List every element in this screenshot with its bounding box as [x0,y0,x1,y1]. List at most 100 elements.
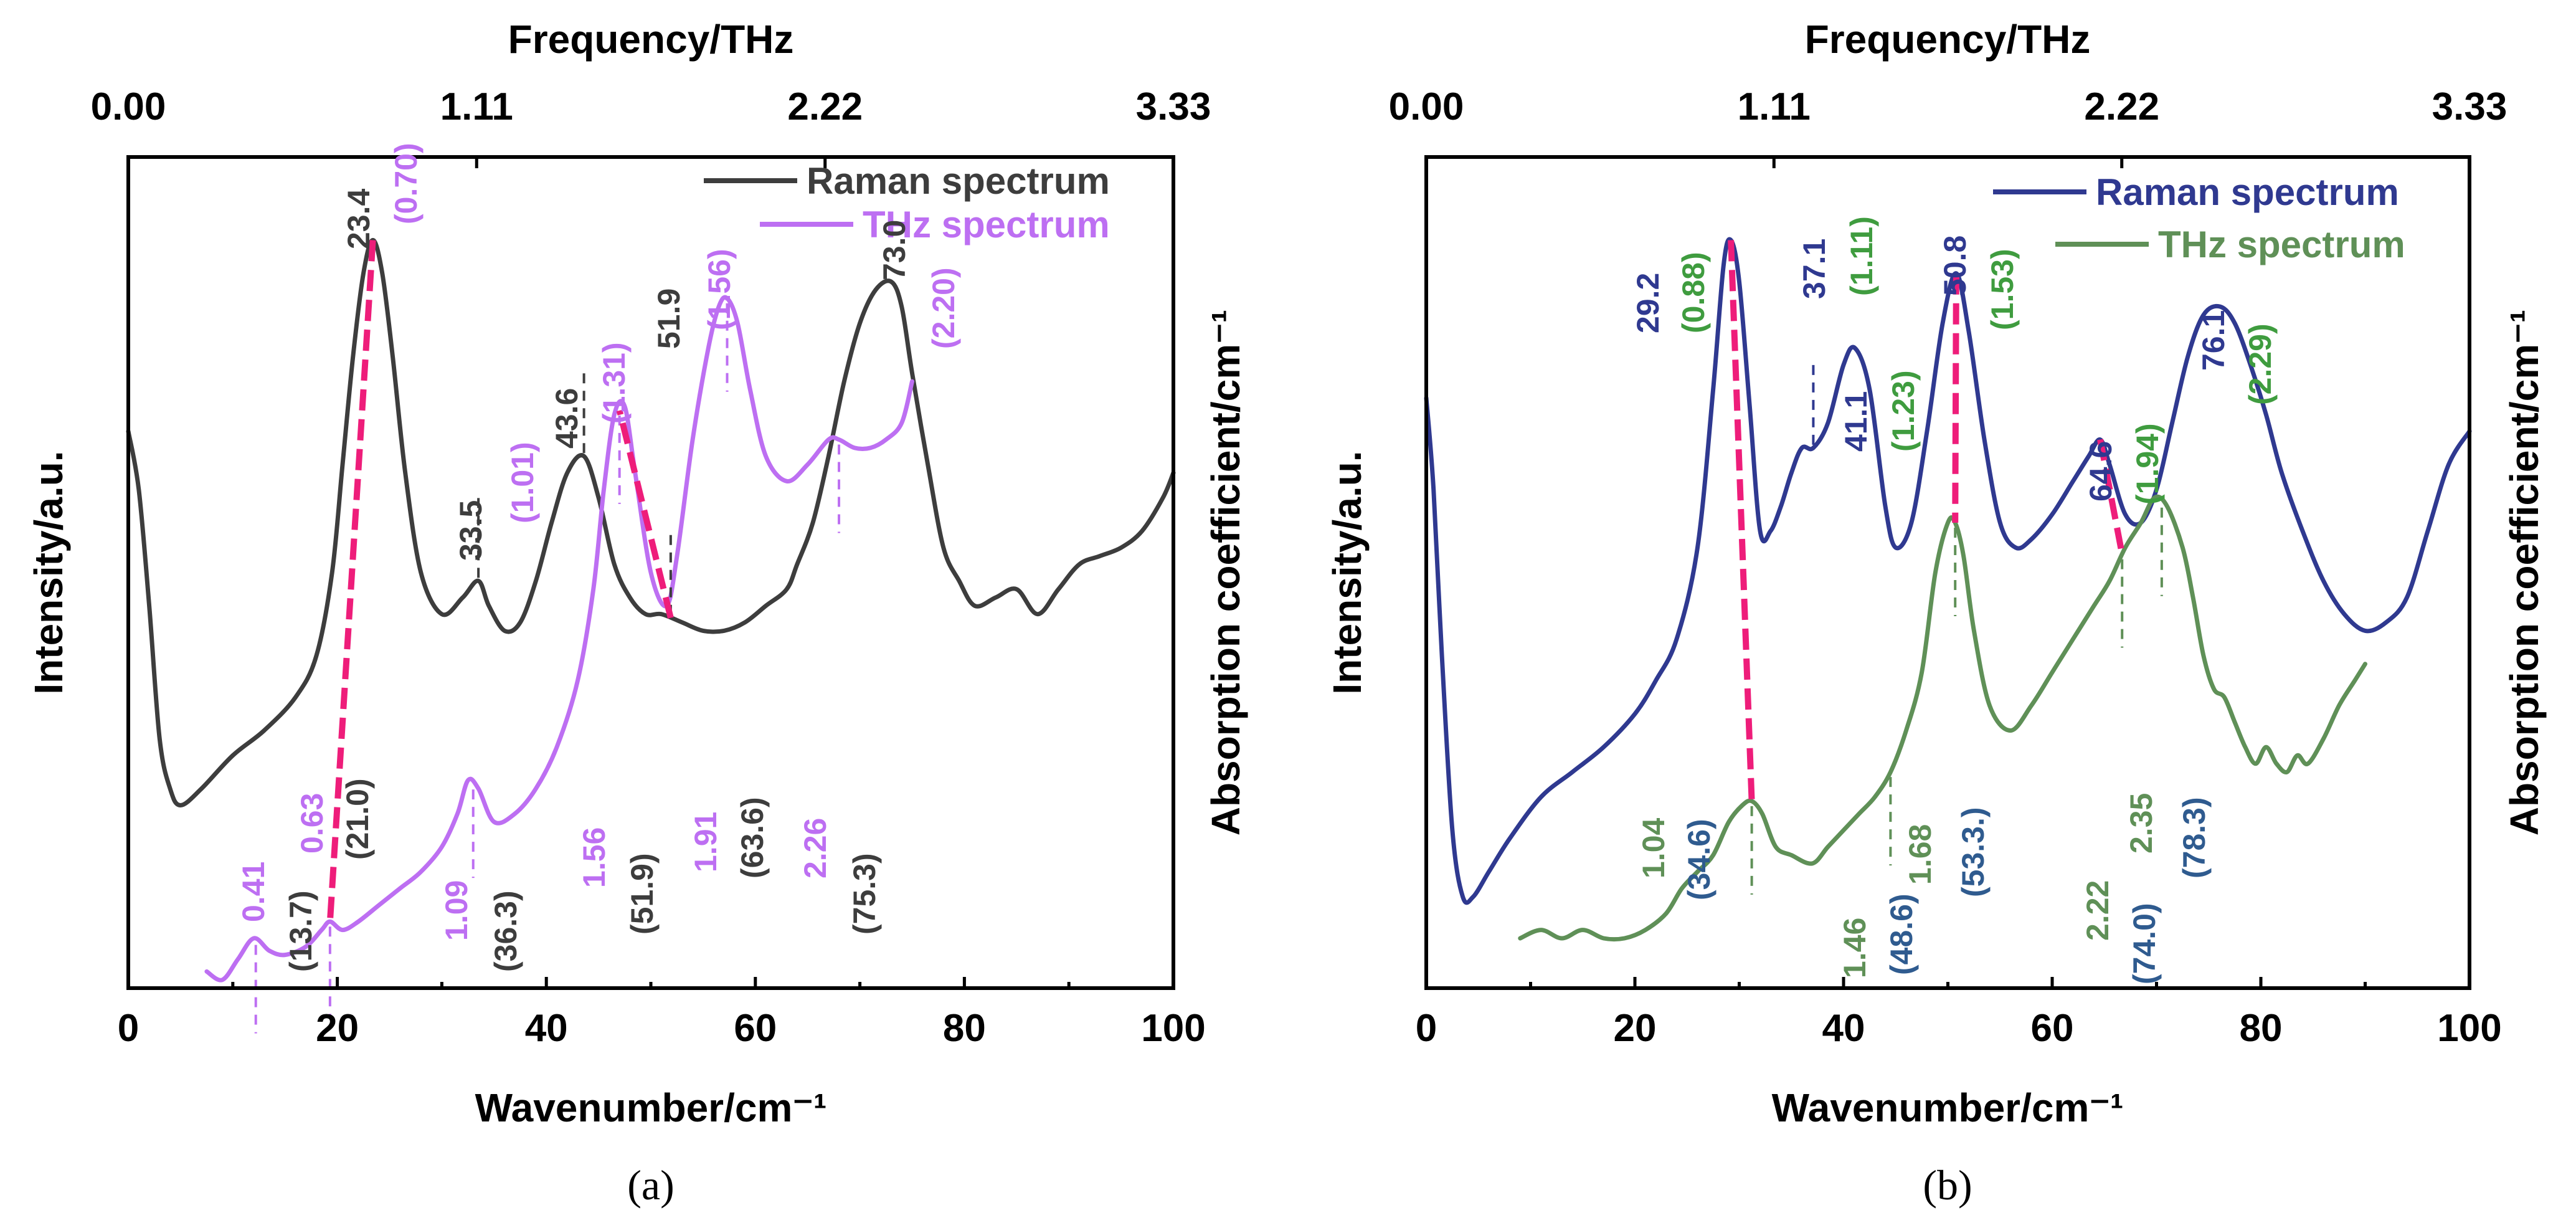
x2-tick-label: 3.33 [2432,85,2507,128]
peak-label: 50.8 [1938,236,1972,296]
panel-b: 0 20 40 60 80 100 0.00 1.11 2.22 3.33 Frequency/T… [1325,17,2547,1209]
peak-shift-connector [1952,273,1959,523]
x-tick-label: 20 [1614,1007,1657,1050]
thz-peak-label: 1.46 [1837,918,1872,978]
x-tick-label: 60 [734,1007,777,1050]
thz-peak-label: (48.6) [1884,893,1919,975]
x2-tick-label: 1.11 [1738,85,1811,128]
thz-peak-label: 2.22 [2080,880,2115,941]
panel-b-series [1424,237,2472,942]
thz-peak-label: 2.35 [2124,793,2159,854]
thz-peak-label: 1.04 [1636,817,1671,878]
thz-peak-label: (13.7) [283,890,318,972]
series-line-raman [1424,237,2472,905]
peak-shift-connector [2097,439,2126,555]
peak-label: (1.94) [2130,423,2165,505]
panel-a-shift-ribbons [326,240,674,922]
panel-b-ticks: 0 20 40 60 80 100 0.00 1.11 2.22 3.33 [1389,85,2507,1050]
thz-peak-label: (51.9) [625,853,660,935]
legend-label-thz: THz spectrum [2158,224,2405,265]
x-tick-label: 60 [2031,1007,2074,1050]
thz-peak-label: (63.6) [735,797,770,878]
peak-label: (2.20) [926,267,961,349]
x-tick-label: 0 [1416,1007,1437,1050]
panel-a-x-title: Wavenumber/cm⁻¹ [475,1085,827,1130]
peak-label: (1.56) [702,249,737,330]
panel-a-caption: (a) [627,1161,674,1209]
panel-b-x2-title: Frequency/THz [1805,17,2091,62]
peak-shift-connector [1728,240,1755,802]
thz-peak-label: 1.68 [1903,824,1938,885]
peak-label: (1.01) [505,442,540,523]
legend-label-raman: Raman spectrum [807,160,1110,202]
peak-label: 43.6 [549,388,584,449]
peak-label: 51.9 [651,288,686,349]
peak-label: 64.6 [2083,441,2118,502]
x-tick-label: 80 [2240,1007,2283,1050]
thz-peak-label: 2.26 [798,818,833,878]
peak-label: 73.0 [877,220,912,280]
legend-label-thz: THz spectrum [863,204,1110,245]
panel-b-legend: Raman spectrum THz spectrum [1993,171,2405,265]
peak-shift-connector [326,240,376,922]
thz-peak-label: 0.63 [295,793,329,854]
series-line-raman [126,237,1176,807]
panel-a-y-left-title: Intensity/a.u. [26,450,71,694]
x2-tick-label: 0.00 [1389,85,1464,128]
x-tick-label: 40 [1822,1007,1865,1050]
panel-b-peak-markers [1750,360,2163,895]
thz-peak-label: 1.56 [577,827,612,888]
peak-label: 37.1 [1797,239,1832,299]
x-tick-label: 20 [316,1007,359,1050]
peak-label: (0.88) [1676,252,1711,333]
panel-a-legend: Raman spectrum THz spectrum [704,160,1110,245]
peak-label: 33.5 [453,500,488,561]
peak-label: (1.31) [597,342,632,424]
peak-label: 76.1 [2196,310,2231,371]
series-line-thz [204,295,914,983]
thz-peak-label: (78.3) [2177,797,2212,878]
x-tick-label: 0 [118,1007,139,1050]
peak-label: (1.23) [1886,370,1921,452]
legend-label-raman: Raman spectrum [2096,171,2399,213]
panel-a: 0 20 40 60 80 100 0.00 1.11 2.22 3.33 Frequency/T… [26,17,1248,1209]
thz-peak-label: 1.09 [439,880,474,941]
thz-peak-label: (36.3) [488,890,523,972]
thz-peak-label: (34.6) [1682,819,1717,900]
x2-tick-label: 1.11 [440,85,513,128]
peak-label: 23.4 [341,188,376,249]
panel-a-y-right-title: Absorption coefficient/cm⁻¹ [1203,310,1248,836]
peak-label: (1.11) [1844,216,1879,296]
thz-peak-label: 1.91 [688,812,723,872]
x-tick-label: 80 [943,1007,986,1050]
panel-a-annotations: 23.4 (0.70) 33.5 (1.01) 43.6 (1.31) 51.9… [236,143,961,972]
peak-label: (1.53) [1985,249,2020,330]
panel-b-shift-ribbons [1728,240,2126,802]
peak-shift-connector [616,409,674,619]
thz-peak-label: (75.3) [847,853,882,935]
panel-b-y-left-title: Intensity/a.u. [1325,450,1370,694]
panel-b-annotations: 29.2 (0.88) 37.1 (1.11) 41.1 (1.23) 50.8… [1631,216,2278,984]
peak-label: (2.29) [2243,323,2278,405]
x2-tick-label: 2.22 [787,85,863,128]
thz-peak-label: (53.3.) [1956,807,1991,897]
panel-a-series [126,237,1176,983]
thz-peak-label: (21.0) [340,778,375,860]
panel-b-x-title: Wavenumber/cm⁻¹ [1772,1085,2124,1130]
panel-b-y-right-title: Absorption coefficient/cm⁻¹ [2502,310,2547,836]
x2-tick-label: 0.00 [91,85,166,128]
peak-label: (0.70) [389,143,424,224]
panel-a-x2-title: Frequency/THz [508,17,794,62]
x-tick-label: 40 [525,1007,568,1050]
thz-peak-label: (74.0) [2127,903,2162,984]
x2-tick-label: 2.22 [2084,85,2159,128]
series-line-thz [1518,494,2367,942]
panel-b-caption: (b) [1923,1161,1972,1209]
panel-a-ticks: 0 20 40 60 80 100 0.00 1.11 2.22 3.33 [91,85,1211,1050]
peak-label: 41.1 [1839,391,1873,452]
x-tick-label: 100 [1141,1007,1205,1050]
x2-tick-label: 3.33 [1136,85,1211,128]
x-tick-label: 100 [2437,1007,2501,1050]
thz-peak-label: 0.41 [236,862,271,922]
